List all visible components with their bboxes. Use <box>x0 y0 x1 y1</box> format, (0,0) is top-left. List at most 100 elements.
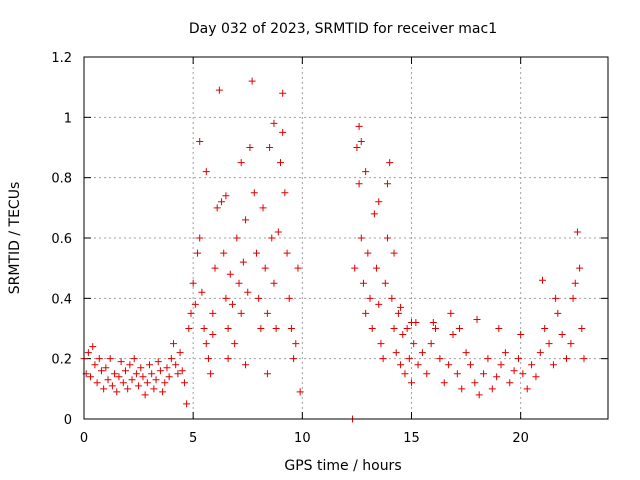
data-point <box>573 228 581 236</box>
data-point <box>488 385 496 393</box>
data-point <box>163 364 171 372</box>
data-point <box>126 361 134 369</box>
data-point <box>242 216 250 224</box>
data-point <box>108 382 116 390</box>
data-point <box>377 340 385 348</box>
data-point <box>397 361 405 369</box>
data-point <box>381 279 389 287</box>
data-point <box>471 379 479 387</box>
data-point <box>296 388 304 396</box>
data-point <box>277 159 284 167</box>
data-point <box>423 370 431 378</box>
y-tick-label: 0.6 <box>51 232 72 247</box>
data-point <box>554 309 562 317</box>
data-point <box>165 373 173 381</box>
data-point <box>355 122 363 130</box>
data-point <box>523 385 531 393</box>
data-point <box>102 364 110 372</box>
data-point <box>418 349 426 357</box>
data-point <box>228 300 236 308</box>
data-point <box>150 385 158 393</box>
data-point <box>283 249 291 257</box>
data-point <box>268 234 276 242</box>
data-point <box>259 204 267 212</box>
data-point <box>394 309 402 317</box>
data-point <box>170 340 178 348</box>
data-point <box>359 279 367 287</box>
data-point <box>250 189 258 197</box>
data-point <box>401 370 409 378</box>
data-point <box>274 228 282 236</box>
data-point <box>353 144 361 151</box>
data-point <box>357 137 365 145</box>
data-point <box>536 349 544 357</box>
data-point <box>475 391 483 399</box>
data-point <box>545 340 553 348</box>
data-point <box>209 331 217 339</box>
data-point <box>563 355 571 363</box>
data-point <box>84 349 92 357</box>
data-point <box>370 210 378 218</box>
data-point <box>558 331 566 339</box>
data-point <box>532 373 540 381</box>
data-point <box>263 309 271 317</box>
data-point <box>224 325 232 332</box>
data-point <box>429 318 437 326</box>
data-point <box>189 279 197 287</box>
data-point <box>445 361 453 369</box>
data-point <box>375 198 383 206</box>
x-tick-label: 20 <box>512 431 529 446</box>
data-point <box>161 379 169 387</box>
data-point <box>180 379 188 387</box>
data-point <box>233 234 241 242</box>
y-tick-label: 1 <box>64 111 72 126</box>
data-point <box>456 325 464 332</box>
data-point <box>355 180 363 188</box>
data-point <box>152 376 160 384</box>
data-point <box>366 294 374 302</box>
data-point <box>154 358 162 366</box>
y-tick-label: 0.4 <box>51 292 72 307</box>
chart-title: Day 032 of 2023, SRMTID for receiver mac… <box>189 21 497 37</box>
data-point <box>576 264 584 272</box>
data-point <box>484 355 492 363</box>
data-point <box>130 355 138 363</box>
data-point <box>148 370 156 378</box>
data-point <box>569 294 577 302</box>
data-point <box>373 264 381 272</box>
data-point <box>89 343 97 351</box>
data-point <box>466 361 474 369</box>
data-point <box>200 325 208 332</box>
data-point <box>294 264 302 272</box>
y-tick-label: 0.8 <box>51 172 72 187</box>
data-point <box>242 361 250 369</box>
data-point <box>501 349 509 357</box>
data-point <box>95 355 103 363</box>
data-point <box>549 361 557 369</box>
x-tick-label: 10 <box>294 431 311 446</box>
data-point <box>539 276 546 284</box>
y-tick-label: 0 <box>64 413 72 428</box>
data-point <box>390 249 398 257</box>
data-point <box>408 318 415 326</box>
data-point <box>440 379 448 387</box>
data-point <box>215 86 223 94</box>
data-point <box>167 355 175 363</box>
data-point <box>290 355 298 363</box>
x-tick-label: 15 <box>403 431 420 446</box>
data-point <box>571 279 579 287</box>
data-point <box>261 264 269 272</box>
data-point <box>235 279 243 287</box>
data-point <box>191 300 199 308</box>
data-point <box>176 349 184 357</box>
data-point <box>480 370 488 378</box>
data-point <box>93 379 101 387</box>
data-point <box>97 367 105 375</box>
data-point <box>390 325 398 332</box>
data-point <box>432 325 440 332</box>
data-point <box>351 264 359 272</box>
data-point <box>211 264 219 272</box>
data-point <box>364 249 372 257</box>
data-point <box>462 349 470 357</box>
data-point <box>104 376 112 384</box>
